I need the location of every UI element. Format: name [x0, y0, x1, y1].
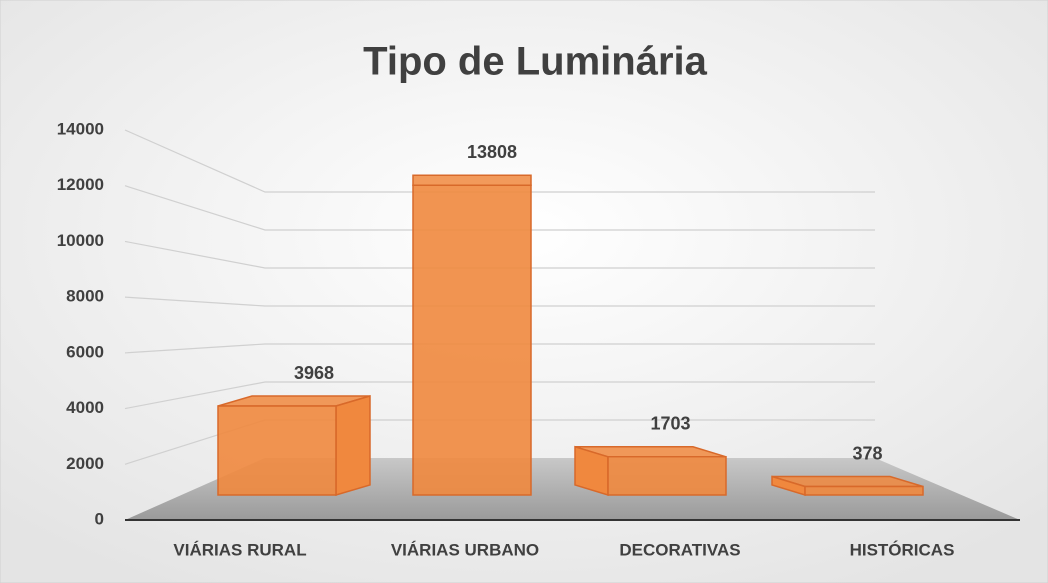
bar: [217, 395, 371, 497]
grid-line: [124, 343, 875, 354]
grid-line: [124, 185, 875, 231]
y-tick-label: 8000: [66, 287, 104, 306]
y-tick-label: 10000: [57, 231, 104, 250]
y-tick-label: 12000: [57, 175, 104, 194]
x-tick-label: HISTÓRICAS: [850, 540, 955, 559]
y-tick-label: 2000: [66, 454, 104, 473]
grid-line: [124, 296, 875, 307]
x-tick-label: VIÁRIAS RURAL: [173, 540, 306, 559]
value-label: 13808: [467, 142, 517, 162]
bar-front: [607, 456, 727, 496]
bar-side: [335, 395, 371, 497]
bar-top: [412, 174, 532, 187]
y-tick-label: 14000: [57, 119, 104, 138]
value-label: 1703: [650, 414, 690, 434]
value-label: 3968: [294, 363, 334, 383]
bar-front: [804, 485, 924, 496]
y-tick-label: 0: [95, 509, 104, 528]
grid-line: [124, 129, 875, 193]
grid-line: [124, 240, 875, 269]
bar-front: [412, 184, 532, 496]
x-tick-label: VIÁRIAS URBANO: [391, 540, 539, 559]
x-tick-label: DECORATIVAS: [619, 540, 740, 559]
value-label: 378: [852, 443, 882, 463]
y-tick-label: 6000: [66, 342, 104, 361]
bar: [412, 174, 532, 496]
bar: [574, 445, 727, 497]
bar: [771, 475, 924, 497]
y-tick-label: 4000: [66, 398, 104, 417]
grid-line: [124, 381, 875, 410]
bar-front: [217, 405, 337, 496]
chart-title: Tipo de Luminária: [363, 40, 708, 84]
